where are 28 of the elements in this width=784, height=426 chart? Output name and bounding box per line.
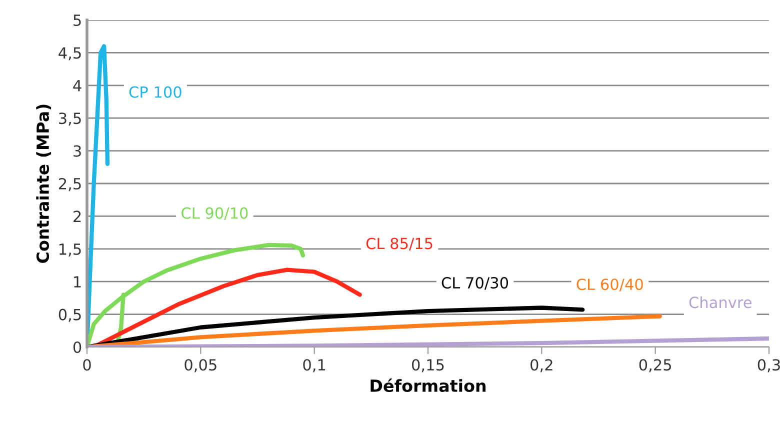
x-tick-label: 0,2 — [530, 359, 552, 372]
y-tick-label: 4,5 — [58, 47, 81, 60]
y-tick-label: 3 — [74, 145, 81, 157]
text: Chanvre — [689, 296, 752, 308]
x-tick-label: 0,1 — [303, 359, 326, 372]
x-tick-label: 0,05 — [184, 359, 216, 372]
x-tick-label: 0,3 — [758, 359, 780, 372]
text: CL 85/15 — [366, 238, 432, 250]
y-tick-label: 5 — [74, 14, 81, 26]
x-tick-label: 0,25 — [639, 359, 672, 372]
y-tick-label: 1,5 — [60, 244, 81, 256]
line-series — [87, 314, 662, 347]
y-tick-label: 4 — [73, 80, 82, 92]
y-tick-label: 0,5 — [58, 308, 81, 322]
line-series — [87, 306, 585, 347]
series-label: CL 70/30 — [442, 277, 508, 290]
y-tick-label: 2 — [74, 210, 81, 222]
y-axis-title: Contrainte (MPa) — [36, 104, 52, 263]
series-label: CL 60/40 — [576, 278, 643, 292]
series-label: CL 90/10 — [182, 207, 248, 220]
x-tick-label: 0,15 — [412, 359, 444, 372]
x-axis-title: Déformation — [370, 378, 486, 392]
x-tick-label: 0 — [83, 359, 91, 371]
series-label: CP 100 — [129, 86, 182, 98]
y-tick-label: 1 — [74, 276, 81, 288]
y-tick-label: 0 — [73, 341, 82, 354]
y-tick-label: 2,5 — [58, 178, 81, 192]
y-tick-label: 3,5 — [59, 112, 81, 126]
